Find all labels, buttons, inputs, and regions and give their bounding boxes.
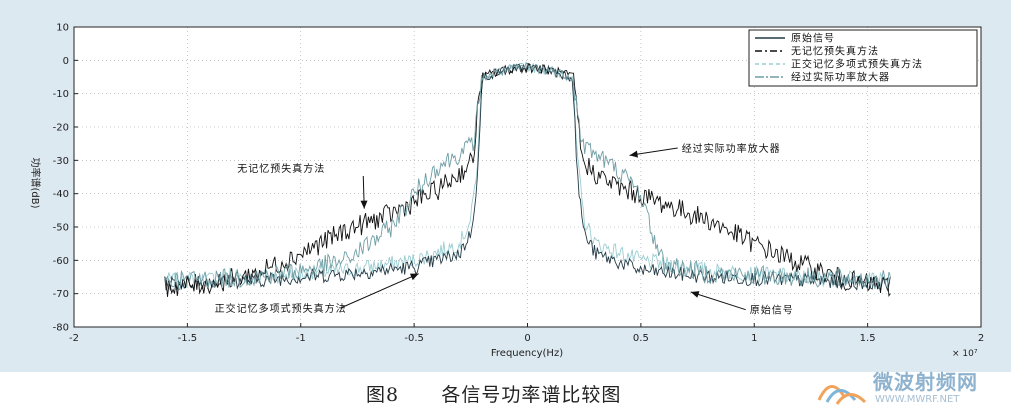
annotation-arrow-line	[690, 291, 746, 311]
logo-arc-1	[817, 385, 847, 401]
radio-wave-logo-icon	[817, 385, 867, 405]
annotation-arrow-line	[629, 147, 678, 156]
legend-entry: 无记忆预失真方法	[791, 45, 879, 58]
y-tick-label: -30	[53, 156, 69, 167]
x-tick-label: 1	[751, 333, 757, 344]
y-tick-label: -80	[53, 323, 69, 334]
figure-title: 各信号功率谱比较图	[441, 384, 622, 406]
series-line	[164, 61, 891, 291]
annotation-label: 正交记忆多项式预失真方法	[215, 302, 347, 315]
y-tick-label: -40	[53, 189, 69, 200]
watermark-url: WWW.MWRF.NET	[875, 394, 960, 405]
logo-arc-2	[825, 389, 857, 403]
x-tick-label: 1.5	[860, 333, 876, 344]
x-tick-label: -0.5	[404, 333, 424, 344]
annotation-arrow-head	[629, 150, 638, 158]
y-axis-label: 功率谱(dB)	[29, 157, 42, 208]
watermark: 微波射频网 WWW.MWRF.NET	[815, 364, 1005, 412]
x-axis-label: Frequency(Hz)	[491, 348, 563, 359]
annotation-arrow-head	[360, 200, 368, 209]
axis-ticks: -2 -1.5 -1 -0.5 0 0.5 1 1.5 2 10 0 -10 -20 -30 -40 -50 -…	[53, 23, 985, 345]
annotation-label: 经过实际功率放大器	[682, 142, 781, 155]
y-tick-label: 0	[63, 56, 69, 67]
series-line	[164, 62, 891, 298]
annotation-label: 无记忆预失真方法	[237, 162, 325, 175]
annotation-arrow-line	[340, 273, 419, 309]
annotation-arrow-head	[409, 273, 419, 281]
power-spectrum-chart: -2 -1.5 -1 -0.5 0 0.5 1 1.5 2 10 0 -10 -20 -30 -40 -50 -…	[29, 23, 985, 360]
x-tick-label: -1.5	[178, 333, 198, 344]
x-tick-label: -2	[69, 333, 79, 344]
x-tick-label: 0.5	[633, 333, 649, 344]
legend-box	[748, 29, 978, 87]
figure-number: 图8	[366, 384, 400, 406]
x-axis-exponent: × 10⁷	[952, 349, 978, 359]
y-tick-label: -50	[53, 223, 69, 234]
y-tick-label: -10	[53, 89, 69, 100]
annotation-arrow-head	[690, 291, 700, 298]
legend-entry: 正交记忆多项式预失真方法	[791, 58, 923, 71]
x-tick-label: 2	[978, 333, 984, 344]
x-tick-label: 0	[524, 333, 530, 344]
legend-entry: 原始信号	[791, 32, 835, 45]
y-tick-label: 10	[56, 23, 69, 34]
watermark-site-name: 微波射频网	[873, 370, 978, 394]
caption-text: 图8 各信号功率谱比较图	[366, 380, 621, 407]
x-tick-label: -1	[296, 333, 306, 344]
chart-panel: -2 -1.5 -1 -0.5 0 0.5 1 1.5 2 10 0 -10 -20 -30 -40 -50 -…	[0, 0, 1011, 372]
y-tick-label: -70	[53, 289, 69, 300]
figure-caption: 图8 各信号功率谱比较图	[0, 378, 1011, 408]
annotation-label: 原始信号	[750, 304, 794, 317]
series-layer	[164, 61, 891, 298]
legend-entry: 经过实际功率放大器	[791, 71, 890, 84]
y-tick-label: -60	[53, 256, 69, 267]
logo-arc-3	[835, 393, 867, 405]
y-tick-label: -20	[53, 123, 69, 134]
